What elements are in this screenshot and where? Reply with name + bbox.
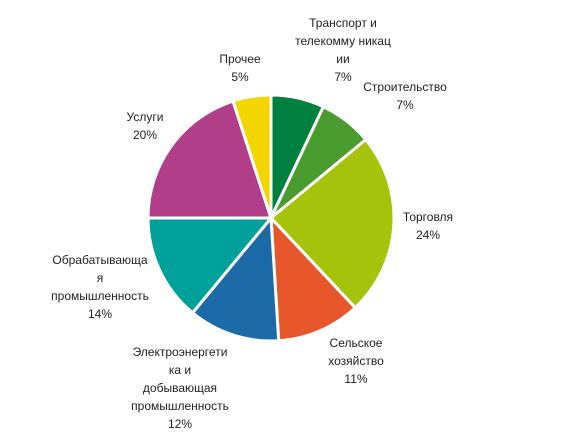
slice-value-label: 7% [334,70,352,84]
pie-slice [269,138,396,310]
slice-value-label: 11% [344,372,368,386]
pie-slice [191,216,281,343]
slice-label: Услуги [126,110,164,124]
slice-label: Обрабатывающа я промышленность [51,253,149,303]
pie-slice [231,93,273,220]
slice-value-label: 24% [415,228,441,242]
slice-label: Строительство [363,80,447,94]
slice-label: Транспорт и телекомму никац ии [295,16,391,66]
slice-label: Прочее [219,52,261,66]
slice-value-label: 20% [132,128,158,142]
slice-value-label: 5% [231,70,249,84]
slice-label: Электроэнергети ка и добывающая промышле… [131,345,229,413]
slice-value-label: 14% [87,307,113,321]
slice-value-label: 12% [167,417,193,431]
slice-value-label: 7% [396,98,414,112]
slice-label: Сельское хозяйство [328,336,384,368]
pie-slice [146,216,273,315]
pie-slice [146,99,273,220]
slice-label: Торговля [402,210,454,224]
pie-slice [269,216,357,343]
